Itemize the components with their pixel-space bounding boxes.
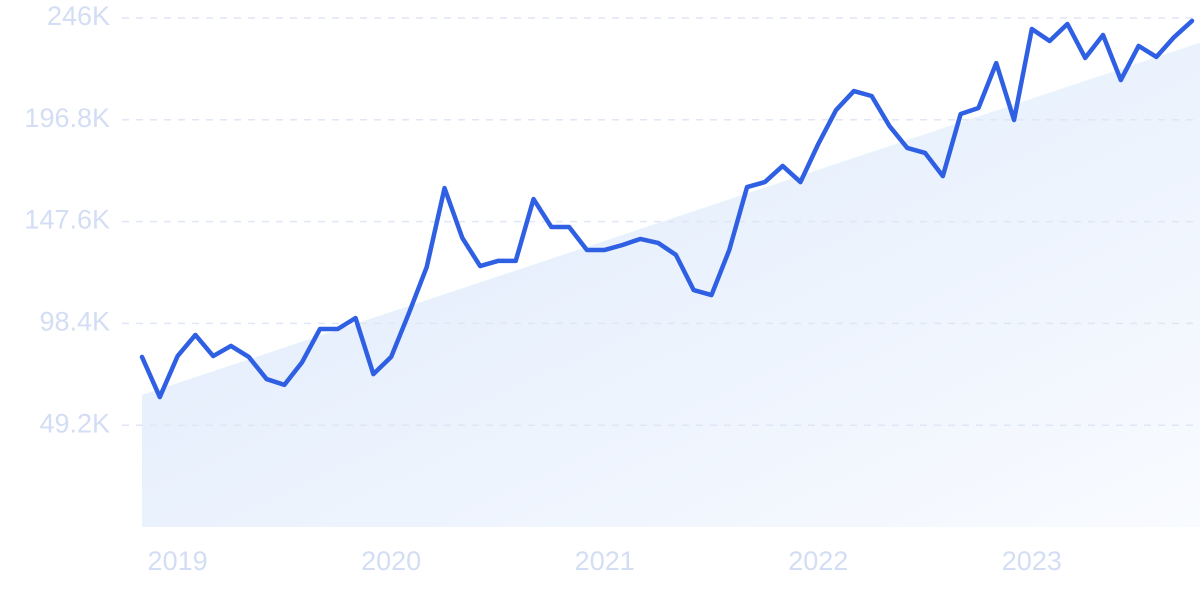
y-tick-label: 147.6K (24, 205, 110, 235)
x-tick-label: 2021 (575, 546, 635, 576)
trend-area (142, 42, 1200, 528)
x-tick-label: 2020 (361, 546, 421, 576)
x-tick-label: 2019 (148, 546, 208, 576)
x-tick-label: 2023 (1002, 546, 1062, 576)
y-tick-label: 98.4K (39, 307, 110, 337)
line-series (139, 18, 1195, 400)
y-tick-label: 246K (47, 1, 110, 31)
x-tick-label: 2022 (788, 546, 848, 576)
y-tick-label: 196.8K (24, 103, 110, 133)
y-tick-label: 49.2K (39, 408, 110, 438)
